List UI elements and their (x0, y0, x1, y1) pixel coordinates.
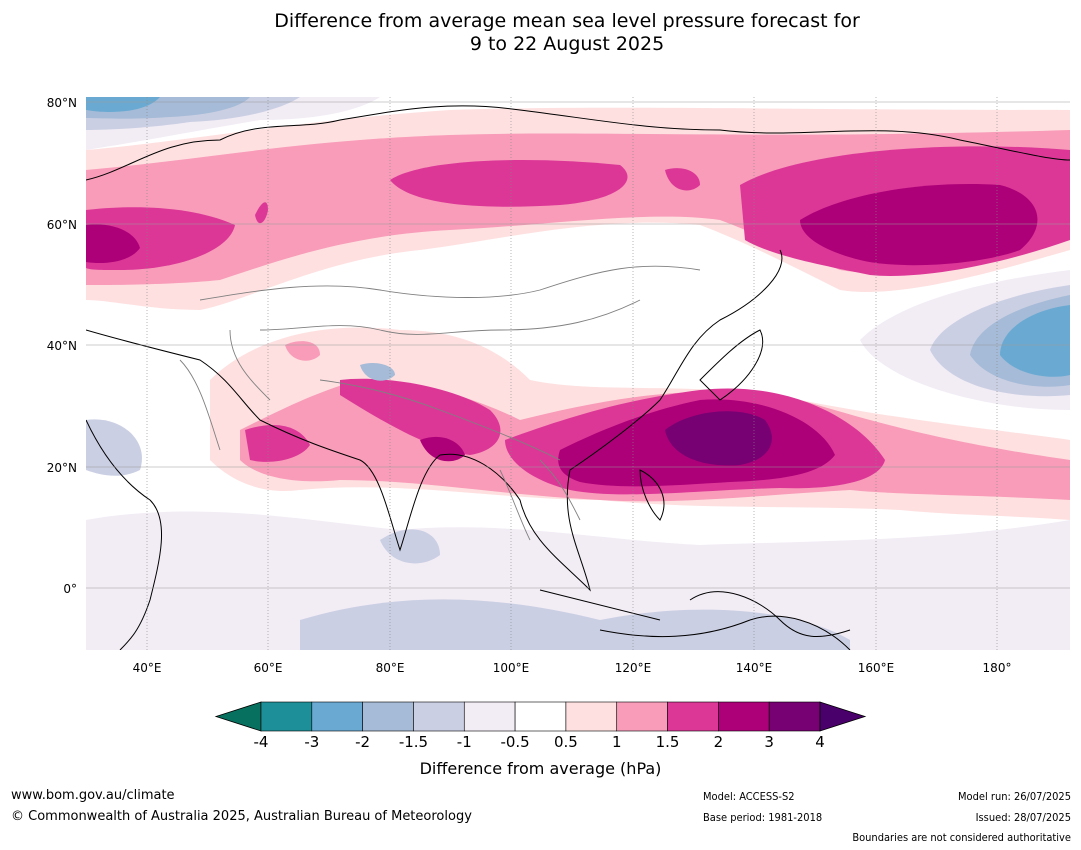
country-borders (179, 265, 701, 541)
colorbar-label: Difference from average (hPa) (419, 759, 662, 778)
lat-label: 20°N (47, 461, 77, 475)
colorbar-tick-label: 1.5 (655, 733, 680, 751)
colorbar-tick-label: -3 (304, 733, 320, 751)
colorbar-tick-label: -1 (456, 733, 472, 751)
colorbar-tick-label: 1 (611, 733, 622, 751)
copyright-text: © Commonwealth of Australia 2025, Austra… (11, 809, 472, 824)
anomaly-region-minus-one-indian-ocean (380, 529, 440, 564)
colorbar-swatch (463, 701, 516, 732)
colorbar-swatch (718, 701, 770, 732)
colorbar-tick-label: -2 (355, 733, 371, 751)
colorbar-tick-label: 3 (764, 733, 774, 751)
lon-label: 40°E (133, 661, 162, 675)
colorbar-swatch (413, 701, 465, 732)
lon-label: 120°E (615, 661, 652, 675)
issued-text: Issued: 28/07/2025 (975, 811, 1071, 824)
lat-label: 60°N (47, 218, 77, 232)
colorbar-over-arrow (819, 701, 867, 732)
colorbar-swatch (311, 701, 363, 732)
colorbar-swatch (768, 701, 821, 732)
colorbar-swatch (667, 701, 719, 732)
lon-label: 80°E (376, 661, 405, 675)
disclaimer-text: Boundaries are not considered authoritat… (852, 831, 1071, 844)
model-text: Model: ACCESS-S2 (703, 790, 795, 803)
colorbar-swatch (616, 701, 668, 732)
colorbar-tick-label: 2 (713, 733, 724, 751)
website-link[interactable]: www.bom.gov.au/climate (11, 788, 175, 803)
colorbar-tick-label: -1.5 (398, 733, 429, 751)
colorbar-swatch (362, 701, 414, 732)
title-line-1: Difference from average mean sea level p… (274, 10, 860, 32)
latitude-labels: 80°N 60°N 40°N 20°N 0° (47, 96, 77, 596)
map-title: Difference from average mean sea level p… (0, 10, 1081, 56)
base-period-text: Base period: 1981-2018 (703, 811, 823, 824)
lon-label: 180° (983, 661, 1012, 675)
colorbar (214, 701, 867, 732)
lat-label: 80°N (47, 96, 77, 110)
colorbar-swatch (565, 701, 618, 732)
longitude-labels: 40°E 60°E 80°E 100°E 120°E 140°E 160°E 1… (133, 661, 1012, 675)
anomaly-region-minus-one-south (300, 599, 850, 650)
title-line-2: 9 to 22 August 2025 (469, 33, 665, 55)
meridians (146, 97, 998, 650)
colorbar-tick-label: 4 (815, 733, 825, 751)
colorbar-swatch (514, 701, 567, 732)
colorbar-tick-label: 0.5 (553, 733, 578, 751)
model-run-text: Model run: 26/07/2025 (958, 790, 1071, 803)
colorbar-tick-label: -4 (253, 733, 269, 751)
lon-label: 160°E (858, 661, 895, 675)
lon-label: 100°E (493, 661, 530, 675)
anomaly-region-minus-one-west (86, 419, 142, 476)
lon-label: 140°E (736, 661, 773, 675)
lat-label: 40°N (47, 339, 77, 353)
parallels (86, 101, 1070, 589)
colorbar-under-arrow (214, 701, 262, 732)
colorbar-swatch (260, 701, 313, 732)
lon-label: 60°E (254, 661, 283, 675)
pressure-anomaly-field (86, 97, 1070, 650)
lat-label: 0° (63, 582, 77, 596)
colorbar-tick-label: -0.5 (500, 733, 530, 751)
coastlines (86, 105, 1070, 650)
